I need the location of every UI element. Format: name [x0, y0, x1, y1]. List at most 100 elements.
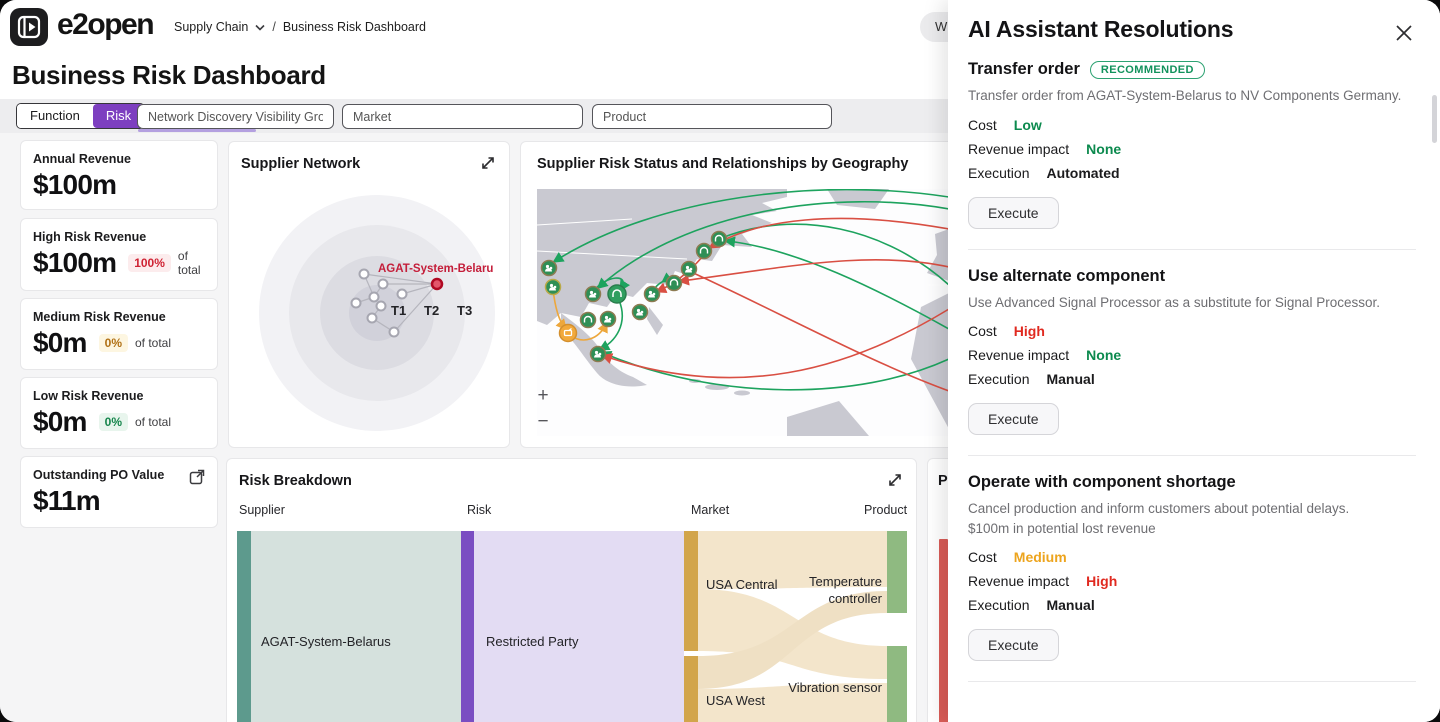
card-title: Supplier Network	[241, 156, 361, 172]
metric-label: Cost	[968, 323, 997, 340]
panel-title: AI Assistant Resolutions	[968, 16, 1234, 42]
metric-value: High	[1086, 573, 1118, 590]
metric-value: Automated	[1046, 164, 1120, 181]
execute-button[interactable]: Execute	[968, 629, 1059, 662]
metric-value: None	[1086, 347, 1122, 364]
tier-label-t1: T1	[391, 303, 406, 318]
recommended-badge: RECOMMENDED	[1089, 60, 1205, 79]
sankey-market-flows	[698, 531, 887, 722]
execute-button[interactable]: Execute	[968, 403, 1059, 436]
metric-value: Medium	[1013, 549, 1067, 566]
kpi-value: $100m	[33, 247, 117, 278]
expand-icon[interactable]	[479, 155, 497, 173]
brand-wordmark: e2open	[57, 8, 155, 41]
kpi-label: Medium Risk Revenue	[33, 310, 166, 324]
column-header-market: Market	[691, 503, 730, 517]
kpi-card-medium-risk-revenue: Medium Risk Revenue $0m 0% of total	[20, 298, 218, 370]
metric-label: Revenue impact	[968, 140, 1070, 157]
resolution-metrics: Cost Medium Revenue impact High Execution M…	[968, 549, 1416, 613]
kpi-value: $0m	[33, 327, 87, 358]
resolution-alternate-component: Use alternate component Use Advanced Sig…	[968, 250, 1416, 457]
supplier-network-chart[interactable]: AGAT-System-Belaru T1 T2 T3	[229, 142, 509, 447]
metric-label: Revenue impact	[968, 347, 1070, 364]
metric-label: Execution	[968, 164, 1030, 181]
metric-value: Manual	[1046, 597, 1095, 614]
kpi-badge: 0%	[98, 334, 128, 352]
kpi-card-outstanding-po-value: Outstanding PO Value $11m	[20, 456, 218, 528]
kpi-value: $0m	[33, 406, 87, 437]
tier-label-t2: T2	[424, 303, 439, 318]
kpi-value: $11m	[33, 485, 101, 516]
metric-label: Cost	[968, 549, 997, 566]
risk-breakdown-card: Risk Breakdown Supplier Risk Market Prod…	[226, 458, 917, 722]
execute-button[interactable]: Execute	[968, 196, 1059, 229]
resolution-description: Cancel production and inform customers a…	[968, 501, 1350, 536]
toggle-option-function[interactable]: Function	[17, 104, 93, 128]
breadcrumb-page: Business Risk Dashboard	[282, 20, 426, 34]
kpi-suffix: of total	[135, 336, 172, 350]
kpi-label: Low Risk Revenue	[33, 389, 144, 403]
resolution-metrics: Cost Low Revenue impact None Execution Auto…	[968, 117, 1416, 181]
kpi-suffix: of total	[177, 249, 201, 277]
world-map[interactable]	[537, 189, 949, 436]
supplier-markers	[540, 230, 728, 363]
kpi-badge: 100%	[128, 254, 171, 272]
resolution-title: Operate with component shortage	[968, 473, 1236, 492]
metric-label: Execution	[968, 371, 1030, 388]
sankey-label-supplier: AGAT-System-Belarus	[261, 634, 391, 649]
input-focus-indicator	[138, 129, 256, 132]
e2open-logo-icon[interactable]	[10, 8, 48, 46]
kpi-label: High Risk Revenue	[33, 230, 147, 244]
kpi-card-annual-revenue: Annual Revenue $100m	[20, 140, 218, 210]
column-header-product: Product	[864, 503, 908, 517]
map-zoom-in-button[interactable]: +	[531, 384, 555, 408]
panel-scrollbar[interactable]	[1432, 95, 1437, 143]
card-title: Risk Breakdown	[239, 473, 352, 489]
metric-label: Execution	[968, 597, 1030, 614]
chevron-down-icon[interactable]	[255, 24, 265, 31]
resolution-description: Use Advanced Signal Processor as a subst…	[968, 294, 1380, 310]
resolution-title: Transfer order	[968, 60, 1080, 78]
kpi-badge: 0%	[98, 413, 128, 431]
resolution-title: Use alternate component	[968, 266, 1166, 285]
toggle-option-risk[interactable]: Risk	[92, 104, 145, 128]
metric-value: None	[1086, 140, 1122, 157]
resolution-component-shortage: Operate with component shortage Cancel p…	[968, 456, 1416, 683]
external-link-icon[interactable]	[189, 469, 205, 485]
sankey-label-market1: USA Central	[706, 577, 778, 592]
card-title: Supplier Risk Status and Relationships b…	[537, 156, 909, 172]
sankey-label-product2: Vibration sensor	[788, 680, 882, 695]
sankey-label-market2: USA West	[706, 693, 765, 708]
kpi-card-high-risk-revenue: High Risk Revenue $100m 100% of total	[20, 218, 218, 291]
visibility-group-input[interactable]	[137, 104, 334, 129]
sankey-label-product1-line2: controller	[829, 591, 883, 606]
sankey-label-risk: Restricted Party	[486, 634, 579, 649]
metric-label: Revenue impact	[968, 573, 1070, 590]
supplier-network-card: Supplier Network	[228, 141, 510, 448]
column-header-supplier: Supplier	[239, 503, 285, 517]
expand-icon[interactable]	[886, 472, 904, 490]
function-risk-toggle: Function Risk	[16, 103, 146, 129]
tier-label-t3: T3	[457, 303, 472, 318]
red-bar-chart-fragment	[939, 539, 948, 722]
kpi-suffix: of total	[135, 415, 172, 429]
product-input[interactable]	[592, 104, 832, 129]
kpi-label: Annual Revenue	[33, 152, 131, 166]
kpi-card-low-risk-revenue: Low Risk Revenue $0m 0% of total	[20, 377, 218, 449]
metric-label: Cost	[968, 116, 997, 133]
breadcrumb-section[interactable]: Supply Chain	[174, 20, 249, 34]
breadcrumb: Supply Chain / Business Risk Dashboard	[174, 20, 426, 34]
map-zoom-out-button[interactable]: −	[531, 410, 555, 434]
market-input[interactable]	[342, 104, 583, 129]
network-nodes	[350, 268, 408, 338]
sankey-chart[interactable]: AGAT-System-Belarus Restricted Party USA…	[237, 529, 909, 722]
sankey-label-product1-line1: Temperature	[809, 574, 882, 589]
metric-value: High	[1013, 323, 1045, 340]
resolution-description-line2: $100m in potential lost revenue	[968, 520, 1156, 536]
breadcrumb-separator: /	[272, 20, 276, 34]
resolution-description: Transfer order from AGAT-System-Belarus …	[968, 88, 1402, 103]
metric-value: Manual	[1046, 371, 1095, 388]
column-header-risk: Risk	[467, 503, 492, 517]
close-icon[interactable]	[1394, 24, 1414, 44]
